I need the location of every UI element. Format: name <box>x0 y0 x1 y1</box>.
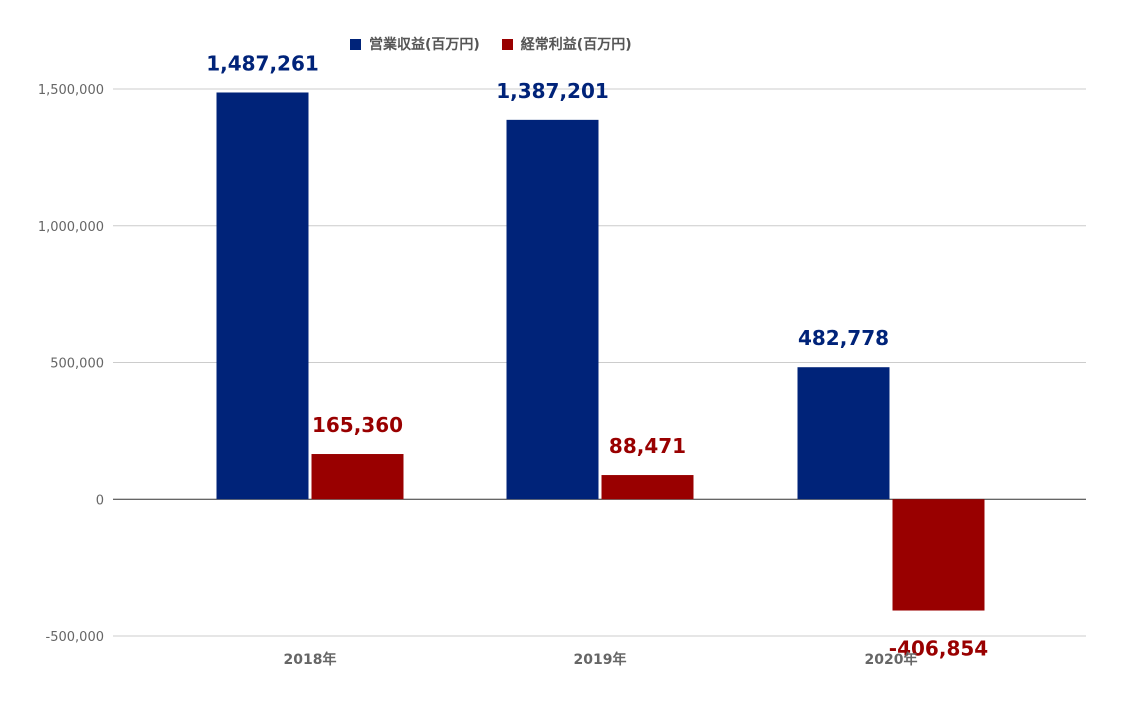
y-tick-label: 1,000,000 <box>38 220 104 235</box>
y-tick-label: 500,000 <box>50 357 104 372</box>
bar-ordinary-profit <box>601 475 694 500</box>
bar-ordinary-profit <box>892 499 985 611</box>
data-label: 88,471 <box>609 434 686 458</box>
data-label: 165,360 <box>312 413 403 437</box>
chart-legend: 営業収益(百万円) 経常利益(百万円) <box>350 34 632 54</box>
legend-label-revenue: 営業収益(百万円) <box>369 37 480 53</box>
bar-revenue <box>506 119 599 500</box>
legend-swatch-revenue <box>350 38 361 50</box>
legend-item-ordinary-profit: 経常利益(百万円) <box>501 34 632 54</box>
legend-label-ordinary-profit: 経常利益(百万円) <box>520 37 632 53</box>
data-label: 1,487,261 <box>206 51 319 75</box>
x-category-label: 2020年 <box>865 651 918 668</box>
x-category-label: 2019年 <box>574 651 627 668</box>
x-category-label: 2018年 <box>284 651 337 668</box>
legend-item-revenue: 営業収益(百万円) <box>350 34 480 54</box>
data-label: -406,854 <box>889 637 988 661</box>
bar-revenue <box>797 367 890 500</box>
y-tick-label: 1,500,000 <box>38 83 104 98</box>
y-tick-label: 0 <box>96 493 104 508</box>
bar-revenue <box>216 92 309 500</box>
data-label: 1,387,201 <box>496 79 609 103</box>
data-label: 482,778 <box>798 326 889 350</box>
bar-ordinary-profit <box>311 454 404 500</box>
y-tick-label: -500,000 <box>46 630 104 645</box>
legend-swatch-ordinary-profit <box>501 38 513 50</box>
